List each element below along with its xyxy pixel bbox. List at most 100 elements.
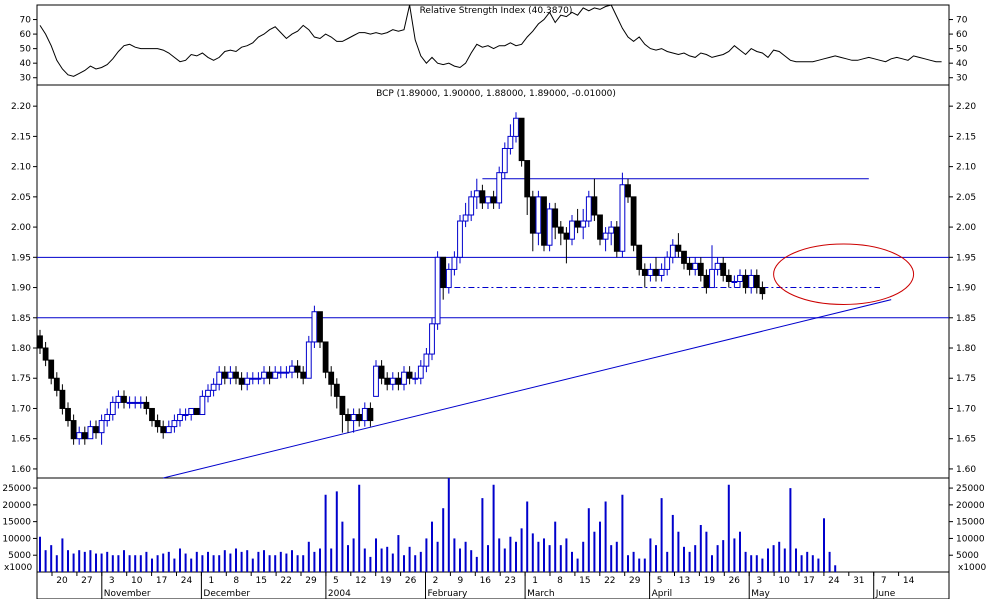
- day-tick-label: 24: [828, 576, 840, 586]
- candle-body: [697, 262, 704, 276]
- rsi-tick-label-right: 40: [956, 59, 968, 69]
- candle-body: [608, 226, 615, 234]
- price-tick-label-right: 1.65: [956, 435, 976, 445]
- candle-body: [406, 371, 413, 379]
- volume-tick-label-left: 15000: [2, 518, 31, 528]
- candle-body: [748, 274, 755, 289]
- candle-body: [524, 160, 531, 198]
- day-tick-label: 8: [557, 576, 563, 586]
- candle-body: [238, 377, 245, 385]
- rsi-layer: 30 30 40 40 50 50 60 60 70 70: [20, 4, 968, 84]
- month-label: December: [203, 589, 250, 599]
- candle-body: [216, 371, 223, 385]
- candle-body: [641, 268, 648, 276]
- candle-body: [165, 426, 172, 434]
- candle-body: [87, 426, 94, 440]
- candle-body: [720, 262, 727, 276]
- price-tick-label-left: 1.60: [11, 465, 31, 475]
- month-label: March: [527, 589, 554, 599]
- time-axis-layer: 20 27 3 10 17 24 1 8 15 22 29 5 12 19 26 2 9 16 23 1 8 15 22 29…: [51, 572, 915, 599]
- candle-body: [630, 196, 637, 246]
- candle-body: [675, 244, 682, 252]
- candle-body: [462, 214, 469, 222]
- day-tick-label: 14: [903, 576, 915, 586]
- price-tick-label-right: 1.90: [956, 284, 976, 294]
- day-tick-label: 27: [81, 576, 92, 586]
- candle-body: [389, 377, 396, 385]
- rsi-tick-label-left: 30: [20, 74, 32, 84]
- price-tick-label-right: 2.05: [956, 193, 976, 203]
- candle-body: [518, 117, 525, 162]
- candle-body: [703, 274, 710, 289]
- day-tick-label: 1: [532, 576, 538, 586]
- price-tick-label-left: 1.90: [11, 284, 31, 294]
- rsi-tick-label-right: 70: [956, 16, 968, 26]
- day-tick-label: 2: [433, 576, 439, 586]
- volume-tick-label-left: 20000: [2, 501, 31, 511]
- candle-body: [664, 256, 671, 270]
- candle-body: [322, 341, 329, 373]
- volume-tick-label-right: 20000: [956, 501, 985, 511]
- price-tick-label-right: 1.75: [956, 374, 976, 384]
- candle-body: [636, 244, 643, 270]
- candle-body: [585, 196, 592, 222]
- candle-body: [350, 414, 357, 422]
- month-label: June: [875, 589, 896, 599]
- candle-body: [496, 172, 503, 204]
- candle-body: [451, 256, 458, 270]
- candle-body: [653, 268, 659, 276]
- day-tick-label: 20: [56, 576, 68, 586]
- candle-body: [692, 262, 699, 270]
- day-tick-label: 24: [181, 576, 193, 586]
- candle-body: [737, 274, 743, 283]
- price-tick-label-left: 1.95: [11, 253, 31, 263]
- day-tick-label: 3: [756, 576, 762, 586]
- day-tick-label: 19: [704, 576, 716, 586]
- candle-body: [93, 426, 99, 434]
- candle-body: [759, 287, 766, 295]
- candle-body: [647, 268, 654, 276]
- day-tick-label: 15: [579, 576, 590, 586]
- price-tick-label-right: 2.20: [956, 102, 976, 112]
- candle-body: [479, 190, 486, 204]
- candle-body: [300, 371, 307, 379]
- candle-body: [48, 359, 55, 379]
- candle-body: [473, 190, 480, 198]
- rising-trendline: [163, 299, 892, 479]
- candle-body: [199, 395, 206, 416]
- candle-body: [81, 432, 88, 440]
- volume-unit-label-right: x1000: [958, 563, 987, 573]
- rsi-tick-label-left: 50: [20, 45, 32, 55]
- candle-body: [255, 377, 262, 380]
- candle-body: [361, 407, 368, 422]
- day-tick-label: 22: [604, 576, 615, 586]
- candle-body: [345, 414, 351, 422]
- candle-body: [501, 147, 508, 174]
- candle-body: [563, 232, 570, 240]
- candle-body: [429, 323, 435, 355]
- candle-body: [53, 377, 60, 391]
- day-tick-label: 7: [881, 576, 887, 586]
- month-label: April: [652, 589, 673, 599]
- candle-body: [59, 389, 66, 409]
- candle-body: [182, 414, 189, 417]
- candle-body: [266, 371, 273, 379]
- candle-body: [37, 335, 43, 349]
- day-tick-label: 9: [458, 576, 464, 586]
- candle-body: [529, 196, 536, 234]
- candle-body: [557, 226, 564, 234]
- day-tick-label: 3: [109, 576, 115, 586]
- day-tick-label: 23: [504, 576, 515, 586]
- day-tick-label: 17: [156, 576, 167, 586]
- candle-body: [193, 407, 200, 416]
- candle-body: [468, 196, 475, 216]
- month-label: 2004: [328, 589, 351, 599]
- candle-body: [591, 196, 598, 216]
- price-tick-label-right: 1.60: [956, 465, 976, 475]
- rsi-title: Relative Strength Index (40.3870): [420, 6, 573, 16]
- candle-body: [725, 274, 732, 283]
- candle-body: [272, 371, 279, 379]
- candle-body: [440, 256, 447, 289]
- day-tick-label: 13: [679, 576, 690, 586]
